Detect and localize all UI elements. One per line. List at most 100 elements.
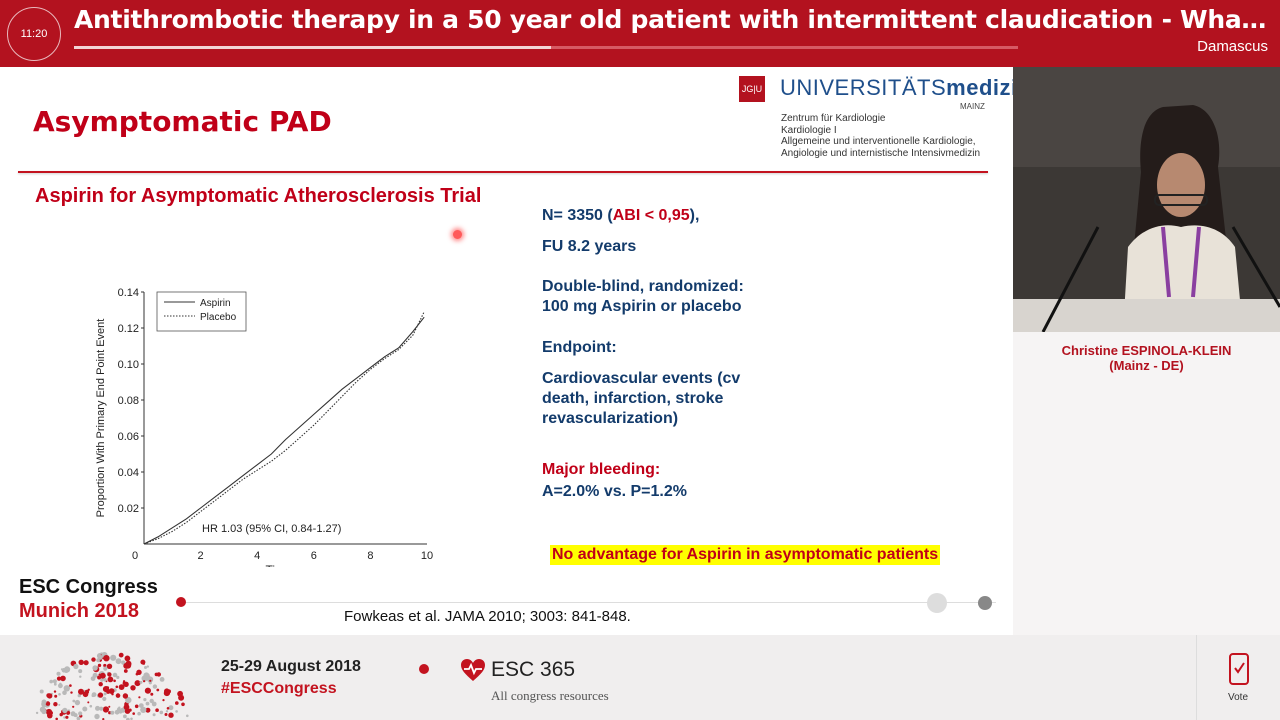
globe-dot xyxy=(45,701,51,706)
series-line-aspirin xyxy=(143,316,425,545)
globe-dot xyxy=(35,711,39,715)
globe-dot xyxy=(181,702,185,707)
x-tick-label: 0 xyxy=(132,550,138,562)
institution-line: Allgemeine und interventionelle Kardiolo… xyxy=(781,136,976,147)
globe-dot xyxy=(62,707,68,714)
globe-dot xyxy=(92,665,98,671)
globe-dot xyxy=(79,675,82,678)
presentation-slide: Asymptomatic PAD JG|U UNIVERSITÄTSmedizi… xyxy=(0,67,1013,635)
globe-dot xyxy=(99,672,106,679)
y-tick-label: 0.08 xyxy=(118,395,139,407)
globe-dot xyxy=(155,708,159,712)
bleeding-label: Major bleeding: xyxy=(542,461,661,478)
vote-phone-icon[interactable] xyxy=(1228,653,1250,685)
footer-dot xyxy=(419,664,429,674)
fact-n-suffix: ), xyxy=(689,207,700,224)
globe-dot xyxy=(103,655,110,662)
fact-design-line: 100 mg Aspirin or placebo xyxy=(542,298,742,315)
globe-dot xyxy=(134,680,141,687)
fact-endpoint: Cardiovascular events (cv death, infarct… xyxy=(542,369,740,429)
x-tick-label: 2 xyxy=(198,550,204,562)
globe-dot xyxy=(73,663,79,670)
congress-name: ESC Congress xyxy=(19,576,158,598)
globe-dot xyxy=(136,669,142,675)
globe-dot xyxy=(126,717,130,720)
x-tick-label: 10 xyxy=(421,550,433,562)
globe-dot xyxy=(39,689,44,694)
globe-dot xyxy=(60,668,63,671)
speaker-video[interactable] xyxy=(1013,67,1280,332)
globe-dot xyxy=(130,685,136,691)
kaplan-meier-chart: 0 2 4 6 8 10 0.02 0.04 0.06 0.08 0.10 0.12 0.14 Time,… xyxy=(95,287,433,567)
globe-dot xyxy=(103,678,107,682)
fact-n-abi: ABI < 0,95 xyxy=(612,207,690,224)
globe-dot xyxy=(78,659,84,665)
y-axis-title: Proportion With Primary End Point Event xyxy=(95,319,107,518)
globe-dot xyxy=(70,711,76,717)
y-tick-label: 0.04 xyxy=(118,467,139,479)
logo-bold: medizin. xyxy=(946,75,1013,100)
heart-icon[interactable] xyxy=(459,656,487,684)
globe-dot xyxy=(145,707,151,713)
globe-dot xyxy=(175,701,179,705)
globe-dot xyxy=(72,699,76,703)
congress-hashtag: #ESCCongress xyxy=(221,680,337,697)
globe-dot xyxy=(118,706,121,709)
session-progress-fill xyxy=(74,46,551,49)
fact-design-line: Double-blind, randomized: xyxy=(542,278,744,295)
globe-dot xyxy=(132,712,135,715)
globe-dot xyxy=(102,686,110,693)
esc365-link[interactable]: ESC 365 xyxy=(491,658,576,681)
globe-dot xyxy=(91,657,96,662)
globe-dot xyxy=(82,706,88,712)
fact-endpoint-line: Cardiovascular events (cv xyxy=(542,370,741,387)
globe-dot xyxy=(125,696,132,704)
globe-dot xyxy=(114,709,120,715)
esc365-subtitle[interactable]: All congress resources xyxy=(491,688,609,703)
globe-dot xyxy=(122,693,129,699)
legend-label: Aspirin xyxy=(200,298,231,309)
globe-dot xyxy=(142,662,145,665)
x-tick-label: 8 xyxy=(367,550,373,562)
globe-dot xyxy=(159,677,165,682)
globe-dot xyxy=(41,699,47,705)
globe-dot xyxy=(47,693,53,699)
globe-dot xyxy=(143,672,150,679)
vote-label[interactable]: Vote xyxy=(1228,692,1249,703)
globe-dot xyxy=(165,710,169,713)
globe-dot xyxy=(149,679,152,682)
globe-dot xyxy=(163,690,170,697)
globe-dot xyxy=(55,717,58,720)
top-bar: 11:20 Antithrombotic therapy in a 50 yea… xyxy=(0,0,1280,67)
y-tick-label: 0.10 xyxy=(118,359,139,371)
globe-dot xyxy=(53,702,58,707)
globe-dot xyxy=(72,705,75,708)
globe-dot xyxy=(168,712,174,718)
globe-dot xyxy=(76,716,81,720)
globe-dot xyxy=(87,701,90,704)
institution-line: Zentrum für Kardiologie xyxy=(781,113,886,124)
globe-dot xyxy=(91,692,97,697)
globe-dot xyxy=(60,675,66,682)
session-progress-bar xyxy=(74,46,1018,49)
globe-dot xyxy=(97,663,102,668)
globe-dot xyxy=(106,663,113,669)
globe-dot xyxy=(122,680,126,683)
globe-dot xyxy=(152,713,156,717)
globe-dot xyxy=(140,706,147,713)
globe-dot xyxy=(93,674,97,678)
globe-dot xyxy=(113,679,116,683)
globe-dot xyxy=(53,682,57,686)
title-divider xyxy=(18,171,988,173)
university-logo-text: UNIVERSITÄTSmedizin. xyxy=(780,75,1013,101)
globe-dot xyxy=(41,708,47,715)
globe-dot xyxy=(70,691,73,694)
fact-bleeding: Major bleeding: A=2.0% vs. P=1.2% xyxy=(542,460,687,502)
globe-dot xyxy=(59,682,62,685)
endpoint-label: Endpoint: xyxy=(542,339,617,356)
globe-dot xyxy=(116,675,120,679)
globe-dot xyxy=(124,655,131,662)
globe-dot xyxy=(97,655,103,660)
globe-dot xyxy=(118,652,124,658)
slide-footer-dot xyxy=(927,593,947,613)
